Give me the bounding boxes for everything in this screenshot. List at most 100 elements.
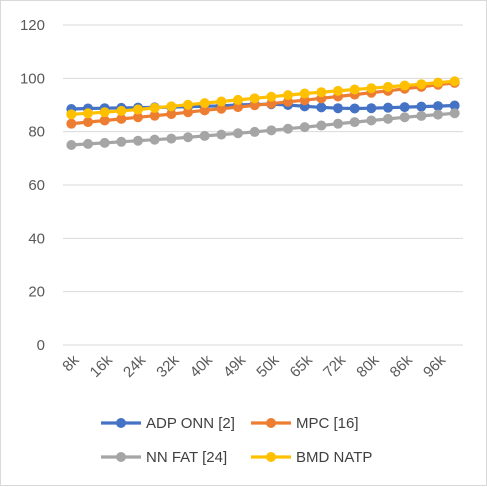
series-layer	[66, 76, 460, 150]
y-tick-label: 80	[28, 124, 45, 141]
data-point	[316, 102, 327, 113]
data-point	[199, 130, 210, 141]
y-tick-label: 20	[28, 284, 45, 301]
data-point	[449, 76, 460, 87]
x-tick-label: 40k	[187, 351, 216, 380]
data-point	[66, 109, 77, 120]
series-4	[66, 76, 460, 120]
data-point	[166, 101, 177, 112]
data-point	[133, 112, 143, 123]
data-point	[399, 102, 410, 113]
data-point	[99, 115, 110, 126]
y-axis-ticks: 0 20 40 60 80 100 120	[20, 17, 45, 354]
data-point	[449, 108, 460, 119]
data-point	[383, 113, 393, 124]
x-tick-label: 24k	[120, 351, 149, 380]
data-point	[99, 107, 110, 118]
data-point	[116, 105, 127, 116]
data-point	[133, 135, 143, 146]
data-point	[216, 129, 227, 140]
x-tick-label: 86k	[387, 351, 416, 380]
data-point	[366, 115, 377, 126]
legend-item: NN FAT [24]	[101, 449, 227, 466]
data-point	[449, 100, 460, 111]
data-point	[149, 110, 160, 121]
data-point	[83, 138, 93, 149]
data-point	[233, 94, 243, 105]
data-point	[299, 122, 310, 133]
data-point	[83, 117, 93, 128]
data-point	[383, 102, 393, 113]
data-point	[266, 125, 277, 136]
legend-label: ADP ONN [2]	[146, 415, 235, 432]
data-point	[299, 88, 310, 99]
data-point	[233, 128, 243, 139]
data-point	[416, 101, 427, 112]
legend-marker	[116, 452, 126, 462]
data-point	[266, 91, 277, 102]
data-point	[333, 85, 343, 96]
legend: ADP ONN [2] MPC [16] NN FAT [24] BMD NATP	[101, 415, 372, 466]
data-point	[249, 100, 260, 111]
legend-marker	[266, 418, 276, 428]
gridlines	[63, 24, 463, 346]
data-point	[316, 120, 327, 131]
data-point	[416, 79, 427, 90]
x-tick-label: 32k	[153, 351, 182, 380]
data-point	[116, 113, 127, 124]
series-3	[66, 108, 460, 150]
data-point	[66, 140, 77, 150]
x-tick-label: 96k	[420, 351, 449, 380]
y-tick-label: 120	[20, 17, 45, 34]
data-point	[349, 117, 360, 128]
legend-marker	[116, 418, 126, 428]
x-axis-ticks: 8k 16k 24k 32k 40k 49k 50k 65k 72k 80k 86k 96k	[59, 351, 449, 380]
data-point	[149, 134, 160, 145]
data-point	[333, 103, 343, 114]
data-point	[399, 80, 410, 91]
x-tick-label: 72k	[320, 351, 349, 380]
legend-item: BMD NATP	[251, 449, 372, 466]
data-point	[249, 126, 260, 137]
y-tick-label: 100	[20, 70, 45, 87]
data-point	[366, 103, 377, 114]
data-point	[183, 99, 193, 110]
data-point	[349, 103, 360, 114]
legend-label: NN FAT [24]	[146, 449, 227, 466]
data-point	[199, 98, 210, 109]
data-point	[133, 104, 143, 115]
x-tick-label: 8k	[59, 351, 83, 375]
x-tick-label: 16k	[87, 351, 116, 380]
data-point	[333, 118, 343, 129]
data-point	[166, 109, 177, 120]
data-point	[433, 77, 443, 88]
x-tick-label: 50k	[253, 351, 282, 380]
data-point	[349, 84, 360, 95]
legend-marker	[266, 452, 276, 462]
data-point	[216, 96, 227, 107]
legend-label: BMD NATP	[296, 449, 372, 466]
data-point	[183, 132, 193, 143]
data-point	[66, 118, 77, 129]
data-point	[216, 103, 227, 114]
y-tick-label: 40	[28, 230, 45, 247]
series-line	[71, 79, 455, 116]
x-tick-label: 80k	[353, 351, 382, 380]
data-point	[433, 101, 443, 112]
data-point	[433, 109, 443, 120]
data-point	[249, 93, 260, 104]
data-point	[283, 123, 293, 134]
data-point	[99, 137, 110, 148]
data-point	[416, 110, 427, 121]
data-point	[116, 136, 127, 147]
data-point	[383, 81, 393, 92]
data-point	[83, 108, 93, 119]
data-point	[149, 102, 160, 113]
legend-label: MPC [16]	[296, 415, 359, 432]
data-point	[266, 98, 277, 109]
data-point	[166, 133, 177, 144]
data-point	[399, 112, 410, 123]
data-point	[233, 102, 243, 113]
